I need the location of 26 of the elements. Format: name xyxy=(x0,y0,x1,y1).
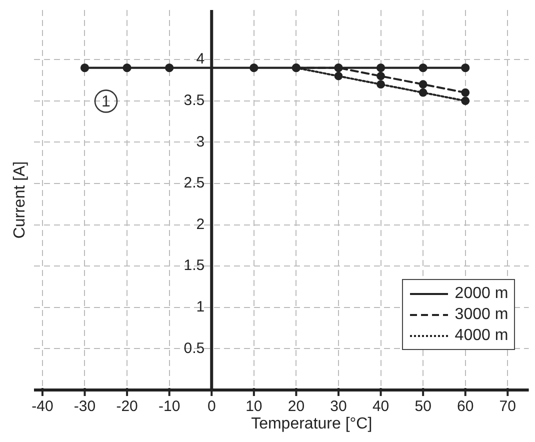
x-tick-label: 70 xyxy=(499,398,516,416)
y-tick-label: 0.5 xyxy=(184,340,205,357)
y-tick-label: 2 xyxy=(196,216,205,233)
x-tick-label: 40 xyxy=(372,398,390,416)
y-tick-label: 1 xyxy=(196,298,205,316)
x-tick-label: 10 xyxy=(246,398,262,416)
x-tick-label: 0 xyxy=(207,398,216,416)
y-tick-label: 3 xyxy=(196,133,205,150)
y-axis-title: Current [A] xyxy=(11,161,28,239)
x-tick-label: -30 xyxy=(74,398,96,416)
legend-label: 4000 m xyxy=(454,326,508,344)
x-tick-label: -10 xyxy=(158,398,180,416)
y-tick-label: 4 xyxy=(196,50,205,68)
legend-label: 2000 m xyxy=(454,284,508,302)
x-tick-label: 30 xyxy=(330,398,347,416)
x-tick-label: 20 xyxy=(288,398,305,416)
y-tick-label: 2.5 xyxy=(184,174,205,192)
annotation: 1 xyxy=(102,94,111,111)
x-axis-title: Temperature [°C] xyxy=(251,415,372,432)
x-tick-label: 50 xyxy=(414,398,432,416)
x-tick-label: -20 xyxy=(116,398,138,416)
x-tick-label: 60 xyxy=(457,398,474,416)
x-tick-label: -40 xyxy=(32,398,54,416)
y-tick-label: 1.5 xyxy=(184,257,205,274)
y-tick-label: 3.5 xyxy=(184,92,205,110)
legend-label: 3000 m xyxy=(454,306,508,324)
